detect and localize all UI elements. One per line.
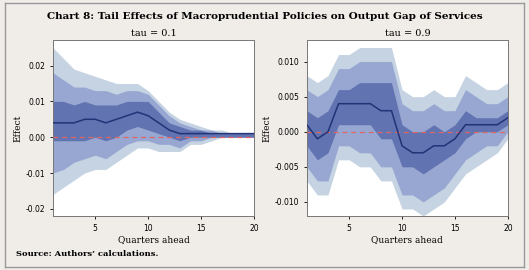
X-axis label: Quarters ahead: Quarters ahead <box>371 235 443 244</box>
Y-axis label: Effect: Effect <box>263 114 272 142</box>
Text: Chart 8: Tail Effects of Macroprudential Policies on Output Gap of Services: Chart 8: Tail Effects of Macroprudential… <box>47 12 482 21</box>
Y-axis label: Effect: Effect <box>14 114 23 142</box>
X-axis label: Quarters ahead: Quarters ahead <box>117 235 189 244</box>
Title: tau = 0.9: tau = 0.9 <box>385 29 430 38</box>
Title: tau = 0.1: tau = 0.1 <box>131 29 176 38</box>
Text: Source: Authors’ calculations.: Source: Authors’ calculations. <box>16 250 158 258</box>
